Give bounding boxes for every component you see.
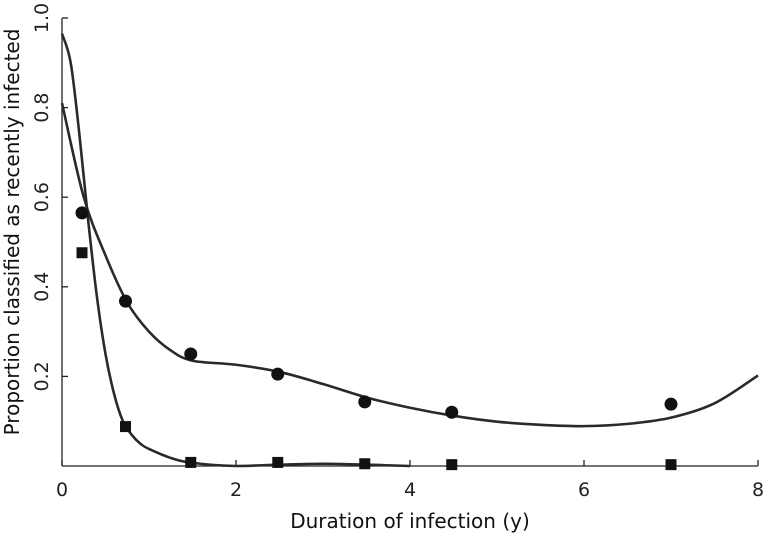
fit-curve-circle [60,102,759,428]
fit-curve-square [60,33,411,468]
y-ticks: 0.2 0.4 0.6 0.8 1.0 [31,3,68,392]
circle-point [75,206,89,220]
fit-curves [60,33,759,468]
circle-point [271,367,285,381]
square-point [76,247,88,259]
y-tick-label: 0.4 [31,272,53,302]
x-ticks: 0 2 4 6 8 [56,460,764,501]
x-tick-label: 8 [752,479,764,501]
axes: 0 2 4 6 8 0.2 0.4 0.6 0.8 1.0 [31,3,764,501]
y-tick-label: 1.0 [31,3,53,33]
circle-point [184,347,198,361]
circle-point [119,294,133,308]
square-point [120,421,132,433]
circle-point [445,405,459,419]
x-tick-label: 6 [578,479,590,501]
x-axis-label: Duration of infection (y) [290,509,530,533]
x-tick-label: 0 [56,479,68,501]
square-point [272,456,284,468]
circle-point [358,395,372,409]
y-tick-label: 0.6 [31,182,53,212]
y-axis-label: Proportion classified as recently infect… [0,29,24,436]
y-tick-label: 0.2 [31,361,53,391]
circle-point [664,397,678,411]
x-tick-label: 2 [230,479,242,501]
square-point [665,459,677,471]
square-point [359,458,371,470]
square-point [446,459,458,471]
x-tick-label: 4 [404,479,416,501]
data-points [75,206,678,471]
y-tick-label: 0.8 [31,92,53,122]
square-point [185,456,197,468]
